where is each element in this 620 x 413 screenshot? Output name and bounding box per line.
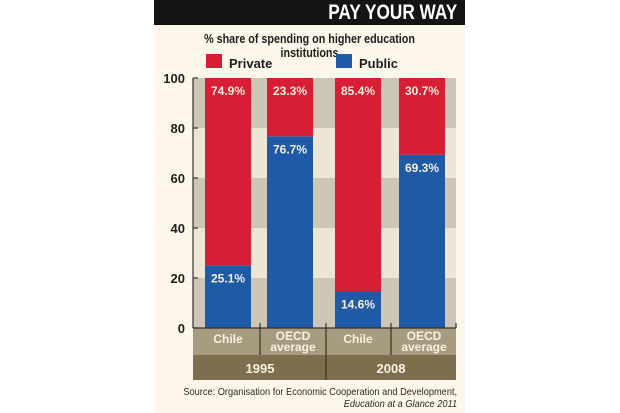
legend-swatch-private: [206, 54, 222, 68]
bars: 74.9% 25.1% 23.3% 76.7% 85.4% 14.6% 30.7% 69.3%: [205, 78, 445, 328]
y-tick-label: 80: [171, 121, 185, 136]
banner: PAY YOUR WAY: [154, 0, 465, 25]
data-label-public: 76.7%: [273, 142, 307, 156]
year-strip: [193, 355, 456, 380]
chart-subtitle: % share of spending on higher education …: [204, 32, 415, 60]
x-tick-label-line: average: [270, 340, 316, 354]
source-line-1: Source: Organisation for Economic Cooper…: [183, 386, 457, 398]
bar-public: [335, 291, 381, 328]
category-strip: [193, 328, 456, 355]
group-label: 1995: [246, 361, 275, 376]
legend-swatch-public: [336, 54, 352, 68]
y-tick-label: 100: [163, 71, 185, 86]
bar-public: [205, 265, 251, 328]
data-label-private: 74.9%: [211, 84, 245, 98]
infographic: PAY YOUR WAY % share of spending on high…: [154, 0, 465, 413]
y-tick-label: 60: [171, 171, 185, 186]
x-tick-label-line: OECD: [407, 329, 442, 343]
y-tick-label: 20: [171, 271, 185, 286]
banner-title: PAY YOUR WAY: [328, 1, 457, 24]
data-label-private: 23.3%: [273, 84, 307, 98]
bar-chart: 0 20 40 60 80 100 74.9% 25.1% 23.3% 76.7% 85.4% 14…: [163, 71, 457, 380]
x-tick-label: Chile: [213, 332, 243, 346]
bar-public: [399, 154, 445, 328]
y-axis: 0 20 40 60 80 100: [163, 71, 198, 336]
source-note: Source: Organisation for Economic Cooper…: [183, 386, 457, 410]
group-label: 2008: [377, 361, 406, 376]
bar-private: [335, 78, 381, 292]
legend-label-private: Private: [229, 56, 273, 71]
bar-private: [205, 78, 251, 266]
bar-private: [267, 78, 313, 137]
bar-public: [267, 136, 313, 328]
data-label-private: 85.4%: [341, 84, 375, 98]
data-label-public: 14.6%: [341, 298, 375, 312]
x-tick-label-line: Chile: [213, 332, 243, 346]
y-tick-label: 0: [178, 321, 185, 336]
source-line-2: Education at a Glance 2011: [343, 398, 457, 410]
data-label-public: 25.1%: [211, 271, 245, 285]
x-tick-label-line: OECD: [276, 329, 311, 343]
legend-label-public: Public: [359, 56, 399, 71]
x-tick-label-line: Chile: [343, 332, 373, 346]
x-tick-label-line: average: [401, 340, 447, 354]
y-tick-label: 40: [171, 221, 185, 236]
x-tick-label: Chile: [343, 332, 373, 346]
data-label-private: 30.7%: [405, 84, 439, 98]
data-label-public: 69.3%: [405, 161, 439, 175]
bar-private: [399, 78, 445, 155]
